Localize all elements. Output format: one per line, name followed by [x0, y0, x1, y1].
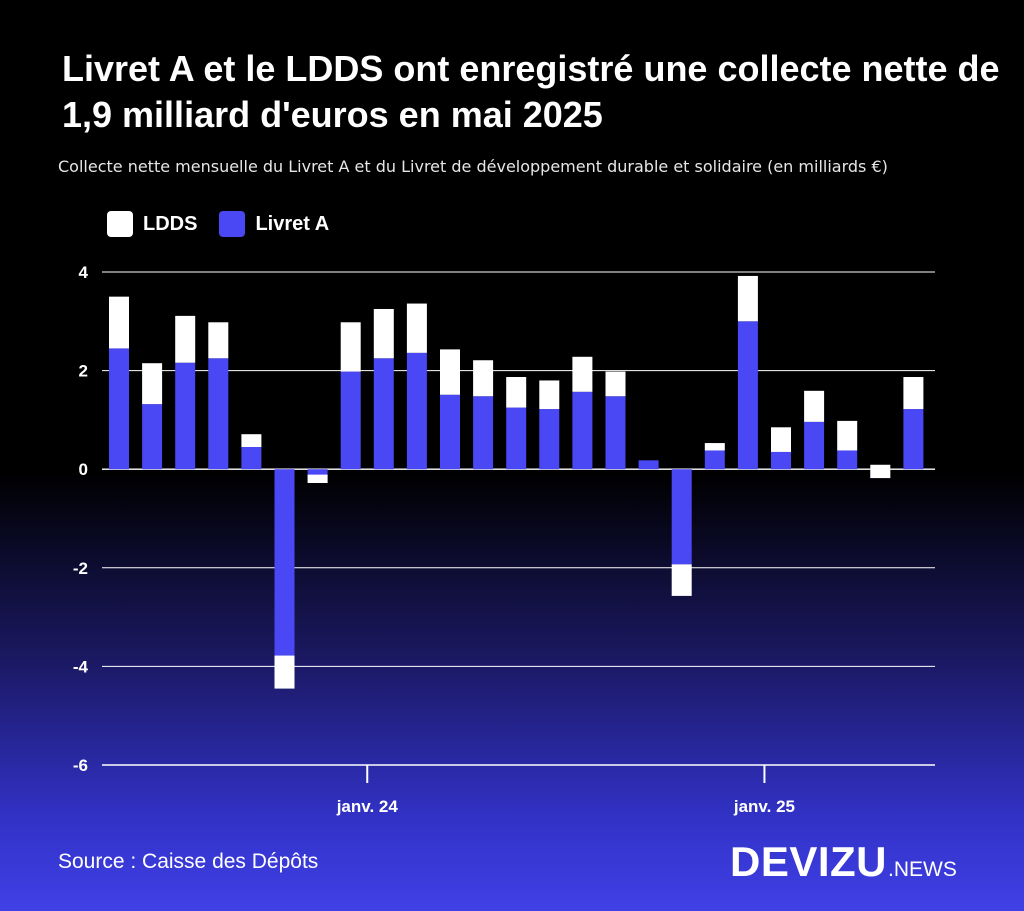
bar-ldds	[572, 356, 593, 392]
bar-livret-a	[903, 409, 924, 470]
y-tick-label: -6	[73, 756, 88, 775]
bar-livret-a	[274, 469, 295, 656]
bar-livret-a	[506, 407, 527, 470]
source-note: Source : Caisse des Dépôts	[58, 850, 319, 873]
bar-livret-a	[175, 362, 196, 470]
bar-ldds	[870, 464, 891, 479]
bar-ldds	[307, 474, 328, 484]
bar-livret-a	[406, 352, 427, 470]
bar-ldds	[473, 360, 494, 397]
y-tick-label: -2	[73, 559, 88, 578]
bar-livret-a	[804, 421, 825, 470]
bar-livret-a	[771, 451, 791, 470]
bar-livret-a	[638, 460, 659, 470]
bar-ldds	[804, 390, 825, 422]
bar-ldds	[771, 427, 791, 452]
bar-ldds	[506, 377, 527, 408]
brand-logo: DEVIZU .NEWS	[730, 838, 957, 886]
bar-ldds	[605, 371, 626, 397]
y-tick-label: 0	[79, 460, 88, 479]
bar-livret-a	[208, 358, 229, 470]
bar-ldds	[406, 303, 427, 353]
bar-livret-a	[373, 358, 394, 470]
legend-label-livret-a: Livret A	[255, 212, 330, 235]
bar-livret-a	[837, 450, 858, 470]
legend: LDDS Livret A	[107, 211, 329, 237]
bar-ldds	[440, 349, 460, 395]
bar-livret-a	[704, 450, 725, 470]
bar-ldds	[274, 655, 295, 689]
bar-livret-a	[605, 396, 626, 470]
bar-ldds	[837, 420, 858, 451]
legend-swatch-livret-a	[219, 211, 246, 237]
bar-livret-a	[340, 371, 361, 470]
legend-label-ldds: LDDS	[143, 212, 198, 235]
y-tick-label: -4	[73, 657, 89, 676]
bar-livret-a	[539, 409, 560, 470]
x-tick-label: janv. 24	[336, 797, 399, 816]
legend-item-livret-a: Livret A	[219, 211, 329, 237]
bar-livret-a	[737, 321, 758, 470]
bar-livret-a	[241, 447, 262, 470]
legend-item-ldds: LDDS	[107, 211, 197, 237]
y-tick-label: 4	[79, 263, 89, 282]
bar-livret-a	[109, 348, 129, 470]
bar-livret-a	[440, 394, 460, 470]
brand-name: DEVIZU	[730, 838, 888, 885]
bar-livret-a	[572, 391, 593, 470]
bar-livret-a	[671, 469, 692, 565]
bar-ldds	[539, 380, 560, 410]
bar-ldds	[340, 322, 361, 372]
chart-title: Livret A et le LDDS ont enregistré une c…	[62, 48, 1000, 135]
bar-livret-a	[473, 396, 494, 470]
legend-swatch-ldds	[107, 211, 133, 237]
bar-ldds	[142, 363, 163, 405]
bar-ldds	[704, 443, 725, 451]
y-tick-label: 2	[79, 362, 88, 381]
bar-ldds	[903, 377, 924, 410]
bar-ldds	[175, 315, 196, 363]
x-tick-label: janv. 25	[733, 797, 795, 816]
chart-subtitle: Collecte nette mensuelle du Livret A et …	[58, 157, 888, 176]
bar-livret-a	[142, 404, 163, 470]
bar-ldds	[373, 308, 394, 359]
bar-ldds	[109, 296, 129, 349]
bar-ldds	[737, 275, 758, 322]
brand-suffix: .NEWS	[888, 858, 957, 881]
bar-ldds	[241, 434, 262, 448]
bar-ldds	[671, 564, 692, 596]
bar-ldds	[208, 322, 229, 359]
